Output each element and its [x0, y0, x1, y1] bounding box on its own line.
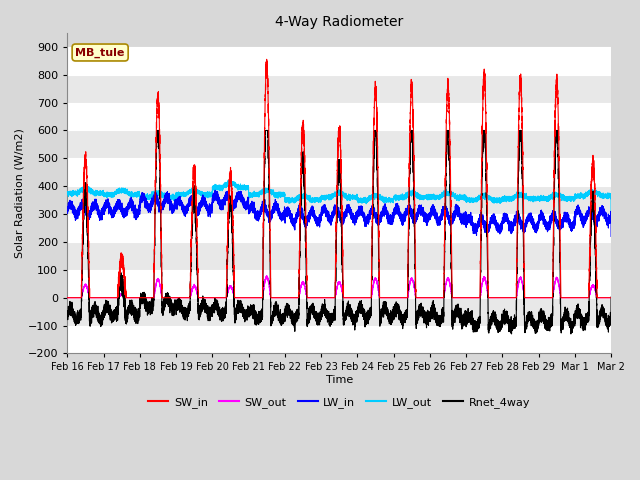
- LW_out: [323, 195, 330, 201]
- LW_in: [528, 219, 536, 225]
- SW_in: [323, 295, 330, 300]
- SW_in: [457, 295, 465, 300]
- LW_in: [373, 215, 381, 220]
- Rnet_4way: [102, 303, 109, 309]
- SW_in: [528, 295, 536, 300]
- X-axis label: Time: Time: [326, 375, 353, 385]
- Legend: SW_in, SW_out, LW_in, LW_out, Rnet_4way: SW_in, SW_out, LW_in, LW_out, Rnet_4way: [144, 392, 534, 412]
- SW_out: [457, 295, 465, 300]
- SW_in: [102, 295, 109, 300]
- SW_out: [102, 295, 109, 300]
- LW_out: [63, 190, 71, 196]
- Rnet_4way: [373, 154, 381, 159]
- LW_in: [457, 212, 465, 217]
- Rnet_4way: [607, 294, 615, 300]
- SW_out: [263, 273, 271, 278]
- Bar: [67, 47, 611, 75]
- Bar: [67, 158, 611, 186]
- Bar: [67, 298, 611, 325]
- Line: Rnet_4way: Rnet_4way: [67, 131, 611, 334]
- LW_out: [102, 192, 109, 198]
- Bar: [67, 75, 611, 103]
- Text: MB_tule: MB_tule: [76, 48, 125, 58]
- LW_out: [225, 177, 232, 183]
- Rnet_4way: [528, 322, 536, 327]
- SW_out: [607, 295, 615, 300]
- Y-axis label: Solar Radiation (W/m2): Solar Radiation (W/m2): [15, 128, 25, 258]
- Title: 4-Way Radiometer: 4-Way Radiometer: [275, 15, 403, 29]
- Bar: [67, 214, 611, 242]
- LW_out: [528, 197, 536, 203]
- LW_in: [102, 201, 109, 206]
- LW_in: [63, 204, 71, 210]
- Bar: [67, 131, 611, 158]
- LW_out: [607, 211, 615, 217]
- SW_in: [263, 57, 271, 62]
- LW_in: [607, 233, 615, 239]
- LW_out: [373, 193, 381, 199]
- Bar: [67, 186, 611, 214]
- Line: LW_in: LW_in: [67, 190, 611, 236]
- SW_in: [373, 117, 381, 123]
- Rnet_4way: [323, 312, 330, 318]
- Rnet_4way: [525, 312, 532, 318]
- SW_in: [607, 295, 615, 300]
- Line: SW_out: SW_out: [67, 276, 611, 298]
- Bar: [67, 325, 611, 353]
- LW_out: [525, 196, 532, 202]
- SW_in: [63, 295, 71, 300]
- SW_out: [525, 295, 532, 300]
- Rnet_4way: [457, 310, 465, 315]
- Line: SW_in: SW_in: [67, 60, 611, 298]
- Bar: [67, 242, 611, 270]
- Rnet_4way: [508, 331, 515, 337]
- Bar: [67, 270, 611, 298]
- SW_out: [323, 295, 330, 300]
- LW_in: [323, 212, 330, 217]
- Rnet_4way: [63, 310, 71, 316]
- SW_out: [373, 279, 381, 285]
- SW_in: [525, 295, 532, 300]
- Line: LW_out: LW_out: [67, 180, 611, 214]
- Bar: [67, 103, 611, 131]
- Rnet_4way: [153, 128, 161, 133]
- LW_in: [525, 217, 532, 223]
- LW_out: [457, 195, 465, 201]
- SW_out: [63, 295, 71, 300]
- SW_out: [528, 295, 536, 300]
- LW_in: [211, 187, 219, 193]
